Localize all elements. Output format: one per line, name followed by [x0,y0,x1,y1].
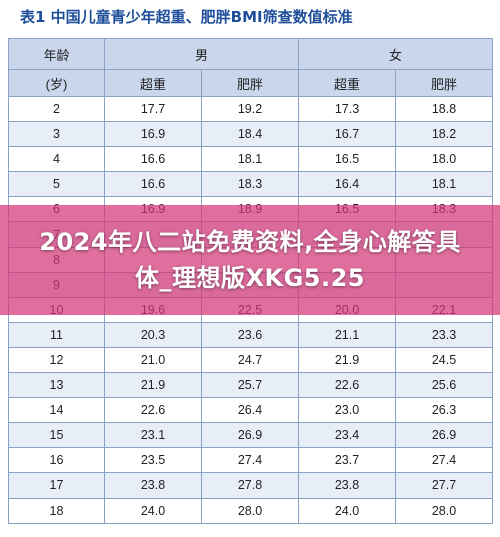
male-overweight-cell: 21.9 [104,372,202,399]
female-obese-cell: 18.0 [395,146,494,173]
table-row: 17 23.8 27.8 23.8 27.7 [8,472,494,499]
age-cell: 2 [8,95,105,123]
male-overweight-cell: 16.6 [104,146,202,173]
female-overweight-cell: 22.6 [298,372,397,399]
female-overweight-cell: 17.3 [298,95,397,123]
age-cell: 15 [8,422,105,449]
male-obese-cell: 28.0 [200,497,300,524]
table-row: 5 16.6 18.3 16.4 18.1 [8,171,494,198]
female-obese-cell: 23.3 [395,321,494,348]
table-row: 14 22.6 26.4 23.0 26.3 [8,397,494,424]
male-obese-cell: 23.6 [200,321,300,348]
female-obese-cell: 18.2 [395,121,494,148]
table-row: 18 24.0 28.0 24.0 28.0 [8,497,494,524]
female-obese-header: 肥胖 [395,69,494,97]
male-overweight-cell: 17.7 [104,95,202,123]
male-header: 男 [103,38,300,70]
age-cell: 16 [8,447,105,474]
header-row-gender: 年龄 男 女 [8,38,494,70]
female-obese-cell: 18.1 [395,171,494,198]
age-cell: 18 [8,497,105,524]
female-obese-cell: 18.8 [395,95,494,123]
male-obese-cell: 19.2 [200,95,300,123]
female-obese-cell: 24.5 [395,346,494,374]
table-row: 13 21.9 25.7 22.6 25.6 [8,372,494,399]
female-overweight-cell: 24.0 [298,497,397,524]
female-obese-cell: 28.0 [395,497,494,524]
table-title: 表1 中国儿童青少年超重、肥胖BMI筛查数值标准 [20,8,353,26]
male-overweight-cell: 22.6 [104,397,202,424]
male-obese-cell: 24.7 [200,346,300,374]
female-obese-cell: 27.4 [395,447,494,474]
female-overweight-cell: 23.0 [298,397,397,424]
age-cell: 17 [8,472,105,499]
male-obese-cell: 27.4 [200,447,300,474]
header-row-category: (岁) 超重 肥胖 超重 肥胖 [8,69,494,97]
female-overweight-cell: 16.4 [298,171,397,198]
age-cell: 5 [8,171,105,198]
male-obese-cell: 25.7 [200,372,300,399]
age-cell: 12 [8,346,105,374]
age-unit-header: (岁) [8,69,105,97]
male-overweight-cell: 20.3 [104,321,202,348]
male-overweight-cell: 16.9 [104,121,202,148]
table-row: 12 21.0 24.7 21.9 24.5 [8,346,494,374]
male-overweight-cell: 23.1 [104,422,202,449]
female-overweight-cell: 16.5 [298,146,397,173]
male-overweight-header: 超重 [104,69,202,97]
promo-banner-overlay: 2024年八二站免费资料,全身心解答具体_理想版XKG5.25 [0,205,500,315]
age-cell: 14 [8,397,105,424]
male-overweight-cell: 16.6 [104,171,202,198]
male-obese-cell: 26.9 [200,422,300,449]
table-row: 3 16.9 18.4 16.7 18.2 [8,121,494,148]
male-obese-cell: 27.8 [200,472,300,499]
female-overweight-header: 超重 [298,69,397,97]
table-row: 4 16.6 18.1 16.5 18.0 [8,146,494,173]
female-obese-cell: 26.9 [395,422,494,449]
table-row: 2 17.7 19.2 17.3 18.8 [8,95,494,123]
male-obese-header: 肥胖 [200,69,300,97]
promo-banner-text: 2024年八二站免费资料,全身心解答具体_理想版XKG5.25 [39,228,461,292]
table-row: 11 20.3 23.6 21.1 23.3 [8,321,494,348]
age-header: 年龄 [8,38,105,70]
age-cell: 4 [8,146,105,173]
female-obese-cell: 25.6 [395,372,494,399]
female-overweight-cell: 23.4 [298,422,397,449]
table-row: 15 23.1 26.9 23.4 26.9 [8,422,494,449]
female-obese-cell: 26.3 [395,397,494,424]
male-overweight-cell: 24.0 [104,497,202,524]
male-overweight-cell: 23.8 [104,472,202,499]
age-cell: 13 [8,372,105,399]
female-overweight-cell: 23.8 [298,472,397,499]
female-overweight-cell: 23.7 [298,447,397,474]
female-overweight-cell: 16.7 [298,121,397,148]
male-overweight-cell: 23.5 [104,447,202,474]
age-cell: 11 [8,321,105,348]
age-cell: 3 [8,121,105,148]
female-header: 女 [298,38,494,70]
male-overweight-cell: 21.0 [104,346,202,374]
female-obese-cell: 27.7 [395,472,494,499]
male-obese-cell: 18.4 [200,121,300,148]
male-obese-cell: 26.4 [200,397,300,424]
table-row: 16 23.5 27.4 23.7 27.4 [8,447,494,474]
male-obese-cell: 18.3 [200,171,300,198]
male-obese-cell: 18.1 [200,146,300,173]
female-overweight-cell: 21.1 [298,321,397,348]
female-overweight-cell: 21.9 [298,346,397,374]
